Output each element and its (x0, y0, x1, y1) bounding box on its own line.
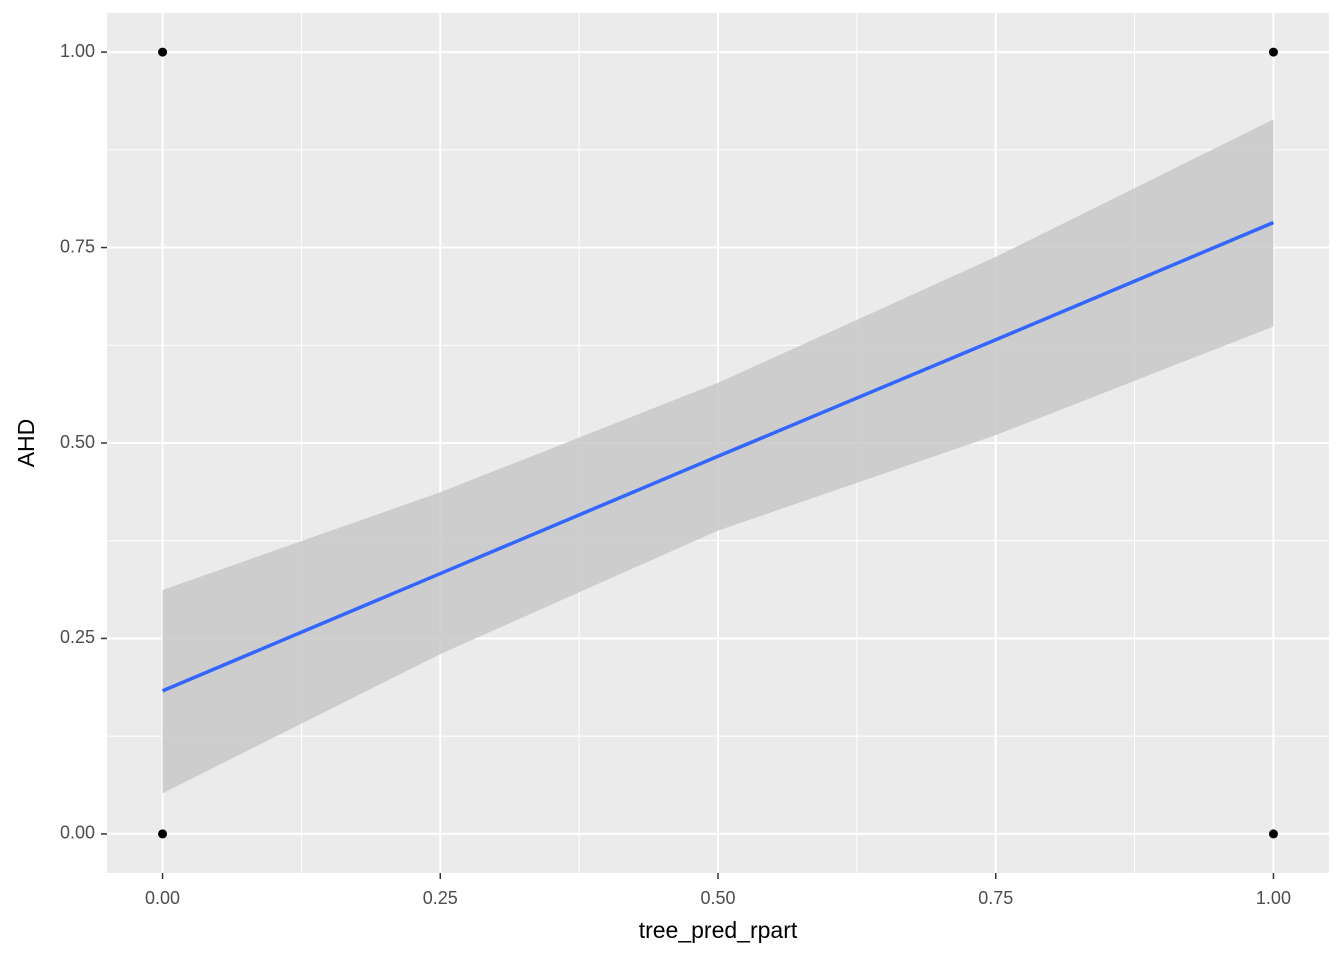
point (158, 829, 168, 839)
x-tick-label: 0.50 (700, 888, 735, 908)
x-tick-label: 0.00 (145, 888, 180, 908)
smooth-line (161, 220, 1275, 693)
x-axis-title: tree_pred_rpart (639, 917, 798, 943)
y-tick-label: 0.75 (60, 236, 95, 256)
point (1268, 47, 1278, 57)
y-axis-title: AHD (13, 419, 39, 468)
y-tick-label: 0.50 (60, 432, 95, 452)
y-tick-label: 0.00 (60, 823, 95, 843)
x-tick-label: 0.25 (423, 888, 458, 908)
point (1268, 829, 1278, 839)
point (158, 47, 168, 57)
x-tick-label: 0.75 (978, 888, 1013, 908)
y-tick-label: 0.25 (60, 627, 95, 647)
y-tick-label: 1.00 (60, 41, 95, 61)
x-tick-label: 1.00 (1256, 888, 1291, 908)
